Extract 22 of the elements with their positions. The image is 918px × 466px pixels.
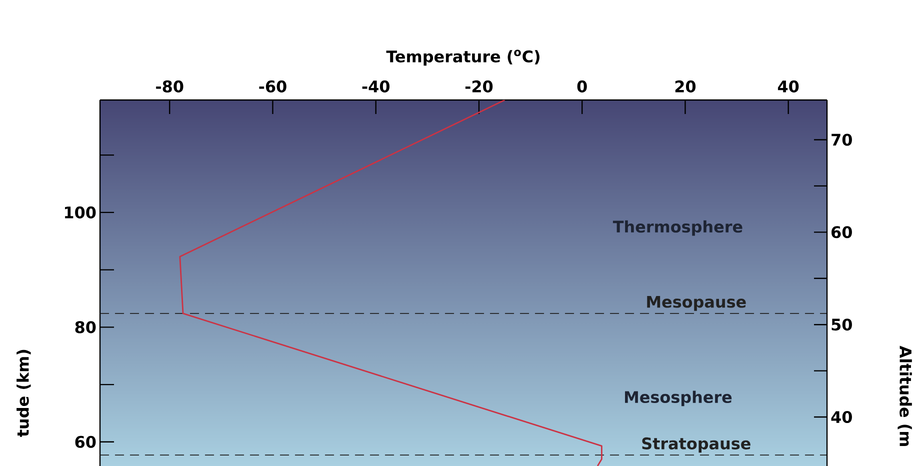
y-tick-label: 80 [75,321,96,334]
y2-axis-title: Altitude (m [898,346,912,446]
x-tick-label: 20 [675,80,696,92]
y2-tick-label: 60 [832,226,852,238]
annotation: Mesosphere [625,390,732,406]
x-tick-label: 40 [778,80,799,92]
y2-tick-label: 50 [832,318,852,331]
ref-line-label: Stratopause [642,437,750,453]
y-tick-label: 60 [75,436,96,448]
y2-tick-label: 70 [832,134,852,146]
y-tick-label: 100 [65,206,96,218]
x-tick-label: -40 [362,80,390,92]
y2-tick-label: 40 [831,410,852,424]
x-tick-label: -20 [465,80,493,92]
ref-line-label: Mesopause [647,296,746,311]
y-axis-title: tude (km) [16,350,31,437]
line-series [179,100,602,466]
x-axis-title: Temperature ($^{o}$C) [386,50,540,66]
x-tick-label: -60 [259,80,286,92]
annotation: Thermosphere [612,220,742,236]
x-tick-label: -80 [156,80,184,92]
x-tick-label: 0 [577,80,587,92]
